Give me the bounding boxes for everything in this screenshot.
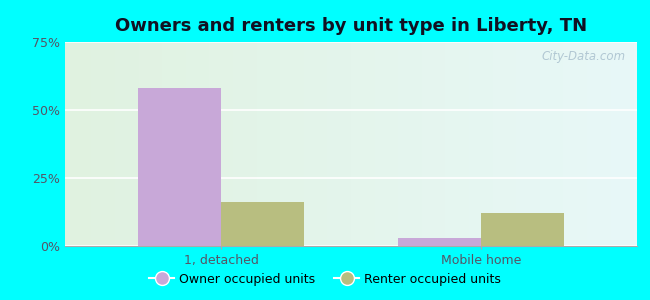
Text: City-Data.com: City-Data.com	[541, 50, 625, 63]
Bar	[481, 213, 564, 246]
Bar	[221, 202, 304, 246]
Legend: Owner occupied units, Renter occupied units: Owner occupied units, Renter occupied un…	[144, 268, 506, 291]
Title: Owners and renters by unit type in Liberty, TN: Owners and renters by unit type in Liber…	[115, 17, 587, 35]
Bar	[138, 88, 221, 246]
Bar	[398, 238, 481, 246]
